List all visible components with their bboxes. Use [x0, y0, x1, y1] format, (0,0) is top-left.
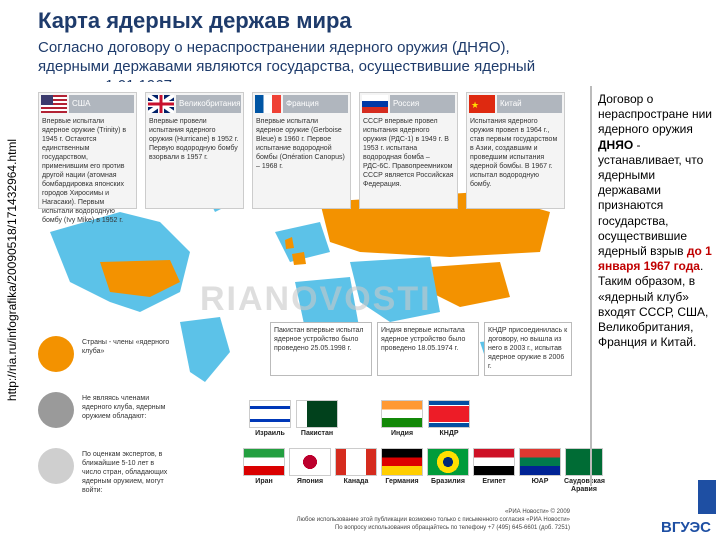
legend-nonmembers: Не являясь членами ядерного клуба, ядерн… — [38, 392, 168, 432]
note-dprk: КНДР присоединилась к договору, но вышла… — [484, 322, 572, 376]
brazil-flag-icon — [427, 448, 469, 476]
germany-flag-icon — [381, 448, 423, 476]
country-name: Россия — [390, 95, 455, 113]
note-pakistan: Пакистан впервые испытал ядерное устройс… — [270, 322, 372, 376]
country-name: Великобритания — [176, 95, 241, 113]
flag-iran: Иран — [242, 448, 286, 490]
radiation-icon — [38, 336, 74, 372]
asia-shape — [350, 257, 440, 322]
usa-shape — [100, 260, 180, 297]
university-logo: ВГУЭС — [654, 480, 718, 538]
south-africa-flag-icon — [519, 448, 561, 476]
flag-israel: Израиль — [248, 400, 292, 442]
logo-text: ВГУЭС — [661, 519, 711, 536]
iran-flag-icon — [243, 448, 285, 476]
country-box-usa: США Впервые испытали ядерное оружие (Tri… — [38, 92, 137, 224]
japan-flag-icon — [289, 448, 331, 476]
flag-pakistan: Пакистан — [295, 400, 339, 442]
israel-flag-icon — [249, 400, 291, 428]
france-flag-icon — [255, 95, 281, 113]
radiation-icon — [38, 392, 74, 428]
canada-flag-icon — [335, 448, 377, 476]
saudi-flag-icon — [565, 448, 603, 476]
uk-shape — [285, 237, 294, 249]
flag-saudi-arabia: Саудовская Аравия — [564, 448, 605, 493]
country-text: СССР впервые провел испытания ядерного о… — [363, 118, 454, 188]
country-box-france: Франция Впервые испытали ядерное оружие … — [252, 92, 351, 209]
uk-flag-icon — [146, 93, 176, 115]
flag-brazil: Бразилия — [426, 448, 470, 490]
source-url: http://ria.ru/infografika/20090518/17143… — [5, 138, 19, 402]
infographic-title: Карта ядерных держав мира — [38, 8, 352, 33]
flag-dprk: КНДР — [427, 400, 471, 442]
flag-egypt: Египет — [472, 448, 516, 490]
dprk-flag-icon — [428, 400, 470, 428]
watermark: RIANOVOSTI — [200, 280, 432, 318]
country-box-russia: Россия СССР впервые провел испытания яде… — [359, 92, 458, 209]
country-text: Впервые испытали ядерное оружие (Trinity… — [42, 118, 127, 224]
legend-text: По оценкам экспертов, в ближайшие 5-10 л… — [82, 451, 168, 494]
country-box-china: ★ Китай Испытания ядерного оружия провел… — [466, 92, 565, 209]
europe-shape — [275, 222, 330, 262]
country-name: Франция — [283, 95, 348, 113]
flag-canada: Канада — [334, 448, 378, 490]
india-flag-icon — [381, 400, 423, 428]
egypt-flag-icon — [473, 448, 515, 476]
flag-japan: Япония — [288, 448, 332, 490]
china-flag-icon: ★ — [469, 95, 495, 113]
south-america-shape — [180, 317, 230, 382]
description-text: Договор о нераспростране нии ядерного ор… — [598, 92, 713, 350]
country-text: Впервые провели испытания ядерного оружи… — [149, 118, 239, 161]
pakistan-flag-icon — [296, 400, 338, 428]
legend-members: Страны - члены «ядерного клуба» — [38, 336, 169, 376]
legend-text: Не являясь членами ядерного клуба, ядерн… — [82, 395, 166, 420]
note-india: Индия впервые испытала ядерное устройств… — [377, 322, 479, 376]
usa-flag-icon — [41, 95, 67, 113]
flag-india: Индия — [380, 400, 424, 442]
country-name: США — [69, 95, 134, 113]
panel-divider — [590, 86, 592, 486]
country-text: Впервые испытали ядерное оружие (Gerbois… — [256, 118, 345, 170]
legend-text: Страны - члены «ядерного клуба» — [82, 339, 170, 355]
france-shape — [292, 252, 306, 265]
country-text: Испытания ядерного оружия провел в 1964 … — [470, 118, 558, 188]
description-panel: Договор о нераспростране нии ядерного ор… — [590, 86, 716, 486]
footer: «РИА Новости» © 2009 Любое использование… — [296, 509, 570, 531]
legend-potential: По оценкам экспертов, в ближайшие 5-10 л… — [38, 448, 168, 494]
flag-germany: Германия — [380, 448, 424, 490]
country-box-uk: Великобритания Впервые провели испытания… — [145, 92, 244, 209]
country-name: Китай — [497, 95, 562, 113]
nuclear-map-infographic: Карта ядерных держав мира Согласно догов… — [30, 0, 605, 540]
china-shape — [430, 262, 510, 307]
flag-south-africa: ЮАР — [518, 448, 562, 490]
russia-flag-icon — [362, 95, 388, 113]
radiation-icon — [38, 448, 74, 484]
